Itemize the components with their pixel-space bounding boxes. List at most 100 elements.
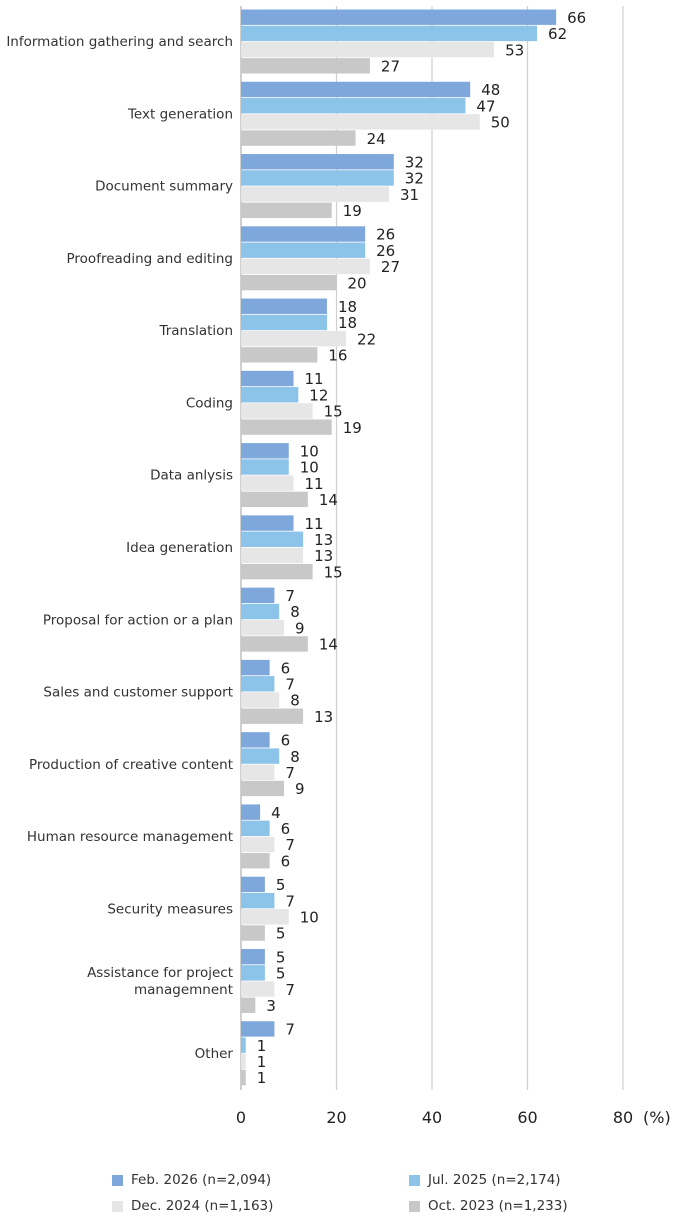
data-label: 7 xyxy=(285,836,295,854)
data-label: 13 xyxy=(314,708,333,726)
bar xyxy=(241,114,480,130)
category-label: Idea generation xyxy=(126,540,233,556)
bar xyxy=(241,1053,246,1070)
bar xyxy=(241,603,280,620)
data-label: 9 xyxy=(295,780,305,798)
bar xyxy=(241,274,337,291)
data-label: 7 xyxy=(285,676,295,694)
data-label: 27 xyxy=(381,258,400,276)
data-label: 31 xyxy=(400,186,419,204)
bar xyxy=(241,804,261,820)
data-label: 7 xyxy=(285,1021,295,1039)
bar xyxy=(241,330,347,347)
data-label: 16 xyxy=(328,347,347,365)
x-tick-label: 40 xyxy=(422,1108,442,1127)
bar xyxy=(241,242,366,258)
data-label: 26 xyxy=(376,226,395,244)
data-label: 18 xyxy=(338,314,357,332)
bar xyxy=(241,186,390,202)
data-label: 53 xyxy=(505,41,524,59)
data-label: 8 xyxy=(290,692,300,710)
bar xyxy=(241,981,275,997)
value-labels: 6662532748475024323231192626272018182216… xyxy=(257,9,586,1087)
data-label: 47 xyxy=(476,97,495,115)
category-label: Information gathering and search xyxy=(6,34,233,50)
bar xyxy=(241,1069,246,1086)
category-label: Proposal for action or a plan xyxy=(43,612,233,628)
bar xyxy=(241,1037,246,1053)
data-label: 5 xyxy=(276,965,286,983)
data-label: 12 xyxy=(309,386,328,404)
bar xyxy=(241,836,275,853)
bar xyxy=(241,491,308,508)
category-label: Human resource management xyxy=(27,829,233,845)
bar xyxy=(241,515,294,531)
bar xyxy=(241,676,275,692)
data-label: 6 xyxy=(281,659,291,677)
data-label: 7 xyxy=(285,764,295,782)
bar xyxy=(241,81,471,98)
bar xyxy=(241,531,304,547)
data-label: 14 xyxy=(319,491,338,509)
category-label: Security measures xyxy=(107,901,233,917)
data-label: 4 xyxy=(271,804,281,822)
bar xyxy=(241,820,270,837)
bar xyxy=(241,732,270,748)
data-label: 1 xyxy=(257,1069,267,1087)
bar xyxy=(241,853,270,869)
bar xyxy=(241,314,327,331)
bar xyxy=(241,636,308,652)
category-label: Document summary xyxy=(95,179,233,195)
data-label: 24 xyxy=(367,130,386,148)
data-label: 3 xyxy=(266,997,276,1015)
data-label: 32 xyxy=(405,153,424,171)
bar xyxy=(241,298,327,314)
bar xyxy=(241,475,294,491)
bar xyxy=(241,154,394,170)
x-tick-label: 60 xyxy=(517,1108,537,1127)
bar xyxy=(241,370,294,387)
bar xyxy=(241,965,265,981)
data-label: 27 xyxy=(381,58,400,76)
data-label: 20 xyxy=(348,274,367,292)
data-label: 50 xyxy=(491,114,510,132)
data-label: 11 xyxy=(305,475,324,493)
bar xyxy=(241,587,275,604)
data-label: 6 xyxy=(281,852,291,870)
bar xyxy=(241,547,304,564)
data-label: 6 xyxy=(281,732,291,750)
category-label: Sales and customer support xyxy=(43,685,233,701)
bar xyxy=(241,563,313,580)
data-label: 1 xyxy=(257,1037,267,1055)
data-label: 10 xyxy=(300,443,319,461)
bar xyxy=(241,387,299,403)
data-label: 7 xyxy=(285,981,295,999)
bar xyxy=(241,130,356,146)
bar xyxy=(241,780,284,797)
data-label: 8 xyxy=(290,748,300,766)
category-label: Translation xyxy=(158,323,233,339)
bars xyxy=(241,9,557,1086)
data-label: 10 xyxy=(300,909,319,927)
data-label: 62 xyxy=(548,25,567,43)
bar xyxy=(241,948,265,965)
data-label: 19 xyxy=(343,419,362,437)
bar xyxy=(241,443,289,459)
bar xyxy=(241,925,265,941)
data-label: 66 xyxy=(567,9,586,27)
category-label: Text generation xyxy=(127,106,233,122)
x-axis-unit: (%) xyxy=(643,1108,671,1127)
data-label: 9 xyxy=(295,619,305,637)
category-label: Data anlysis xyxy=(150,468,233,484)
bar xyxy=(241,997,256,1013)
data-label: 32 xyxy=(405,170,424,188)
data-label: 11 xyxy=(305,515,324,533)
bar xyxy=(241,892,275,909)
x-tick-label: 80 xyxy=(613,1108,633,1127)
bar xyxy=(241,97,466,114)
data-label: 18 xyxy=(338,298,357,316)
bar xyxy=(241,170,394,186)
data-label: 15 xyxy=(324,403,343,421)
bar xyxy=(241,708,304,724)
